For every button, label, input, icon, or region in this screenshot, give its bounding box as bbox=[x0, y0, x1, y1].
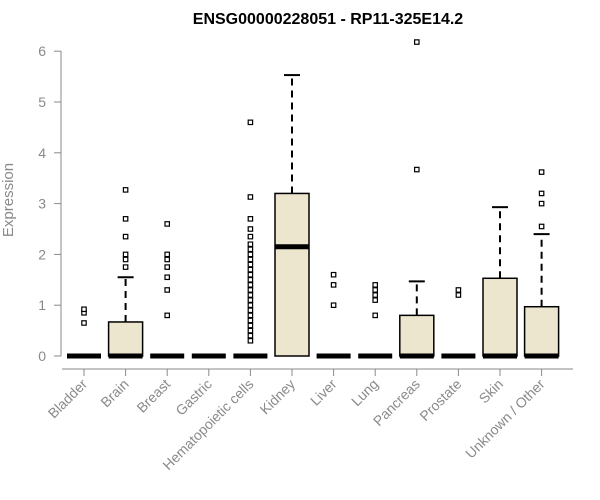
box-group bbox=[523, 169, 560, 359]
outlier-point bbox=[330, 302, 337, 309]
outlier-point bbox=[122, 187, 129, 193]
outlier-point bbox=[164, 221, 171, 227]
outlier-point bbox=[247, 266, 254, 273]
box-group bbox=[274, 74, 310, 357]
box-group bbox=[358, 282, 393, 359]
outlier-point bbox=[247, 287, 254, 293]
y-tick-label: 3 bbox=[38, 196, 46, 212]
outlier-point bbox=[164, 251, 171, 258]
x-tick-label: Prostate bbox=[416, 376, 464, 424]
outlier-point bbox=[247, 317, 254, 324]
outlier-point bbox=[122, 256, 129, 263]
x-tick-label: Brain bbox=[97, 376, 131, 410]
outlier-point bbox=[247, 251, 254, 258]
outlier-point bbox=[247, 307, 254, 314]
box-group bbox=[150, 221, 185, 359]
outlier-point bbox=[247, 337, 254, 344]
outlier-point bbox=[247, 216, 254, 222]
outlier-point bbox=[372, 282, 379, 288]
outlier-point bbox=[455, 287, 462, 293]
outlier-point bbox=[372, 312, 379, 319]
x-tick-label: Bladder bbox=[45, 376, 91, 422]
box-group bbox=[482, 206, 518, 359]
outlier-point bbox=[414, 166, 420, 173]
outlier-point bbox=[330, 282, 337, 288]
outlier-point bbox=[247, 302, 254, 309]
outlier-point bbox=[247, 261, 254, 268]
x-tick-label: Unknown / Other bbox=[462, 376, 548, 462]
outlier-point bbox=[247, 271, 254, 278]
outlier-point bbox=[414, 39, 420, 45]
outlier-point bbox=[538, 223, 545, 230]
box-group bbox=[107, 187, 144, 359]
y-tick-label: 5 bbox=[38, 94, 46, 110]
box-iqr bbox=[523, 305, 560, 357]
outlier-point bbox=[122, 216, 129, 222]
outlier-point bbox=[247, 226, 254, 232]
x-tick-label: Breast bbox=[133, 376, 173, 416]
box-iqr bbox=[482, 277, 518, 357]
outlier-point bbox=[247, 327, 254, 334]
outlier-point bbox=[164, 256, 171, 263]
y-tick-label: 4 bbox=[38, 145, 46, 161]
y-tick-label: 1 bbox=[38, 297, 46, 313]
outlier-point bbox=[247, 297, 254, 303]
x-tick-label: Liver bbox=[307, 376, 340, 409]
chart-title: ENSG00000228051 - RP11-325E14.2 bbox=[193, 11, 464, 28]
outlier-point bbox=[372, 292, 379, 298]
outlier-point bbox=[538, 169, 545, 175]
outlier-point bbox=[247, 292, 254, 298]
y-ticks: 0 1 2 3 4 5 6 bbox=[38, 43, 61, 364]
outlier-point bbox=[247, 322, 254, 329]
x-tick-label: Kidney bbox=[257, 376, 299, 418]
outlier-point bbox=[122, 233, 129, 240]
box-group bbox=[233, 119, 268, 359]
outlier-point bbox=[164, 287, 171, 293]
box-iqr bbox=[274, 192, 310, 357]
y-axis-label: Expression bbox=[0, 163, 17, 237]
outlier-point bbox=[538, 190, 545, 197]
box-group bbox=[316, 271, 351, 359]
outlier-point bbox=[247, 246, 254, 253]
box-group bbox=[67, 306, 101, 359]
outlier-point bbox=[372, 297, 379, 303]
y-tick-label: 0 bbox=[38, 348, 46, 364]
outlier-point bbox=[247, 332, 254, 339]
outlier-point bbox=[247, 119, 254, 126]
outlier-point bbox=[247, 233, 254, 240]
outlier-point bbox=[247, 282, 254, 288]
outlier-point bbox=[122, 251, 129, 258]
boxes bbox=[67, 39, 560, 359]
box-iqr bbox=[107, 321, 144, 357]
outlier-point bbox=[81, 320, 87, 326]
outlier-point bbox=[247, 241, 254, 248]
outlier-point bbox=[247, 194, 254, 200]
outlier-point bbox=[455, 292, 462, 298]
box-group bbox=[441, 287, 476, 359]
x-tick-label: Skin bbox=[476, 376, 507, 407]
outlier-point bbox=[372, 287, 379, 293]
outlier-point bbox=[81, 306, 87, 313]
outlier-point bbox=[164, 264, 171, 270]
box-iqr bbox=[399, 314, 435, 357]
outlier-point bbox=[247, 256, 254, 263]
outlier-point bbox=[164, 274, 171, 281]
outlier-point bbox=[247, 312, 254, 319]
y-tick-label: 6 bbox=[38, 43, 46, 59]
x-tick-label: Lung bbox=[348, 376, 381, 409]
outlier-point bbox=[538, 200, 545, 207]
outlier-point bbox=[330, 271, 337, 278]
outlier-point bbox=[247, 277, 254, 283]
box-group bbox=[399, 39, 435, 359]
outlier-point bbox=[122, 264, 129, 270]
outlier-point bbox=[164, 312, 171, 319]
y-tick-label: 2 bbox=[38, 246, 46, 262]
